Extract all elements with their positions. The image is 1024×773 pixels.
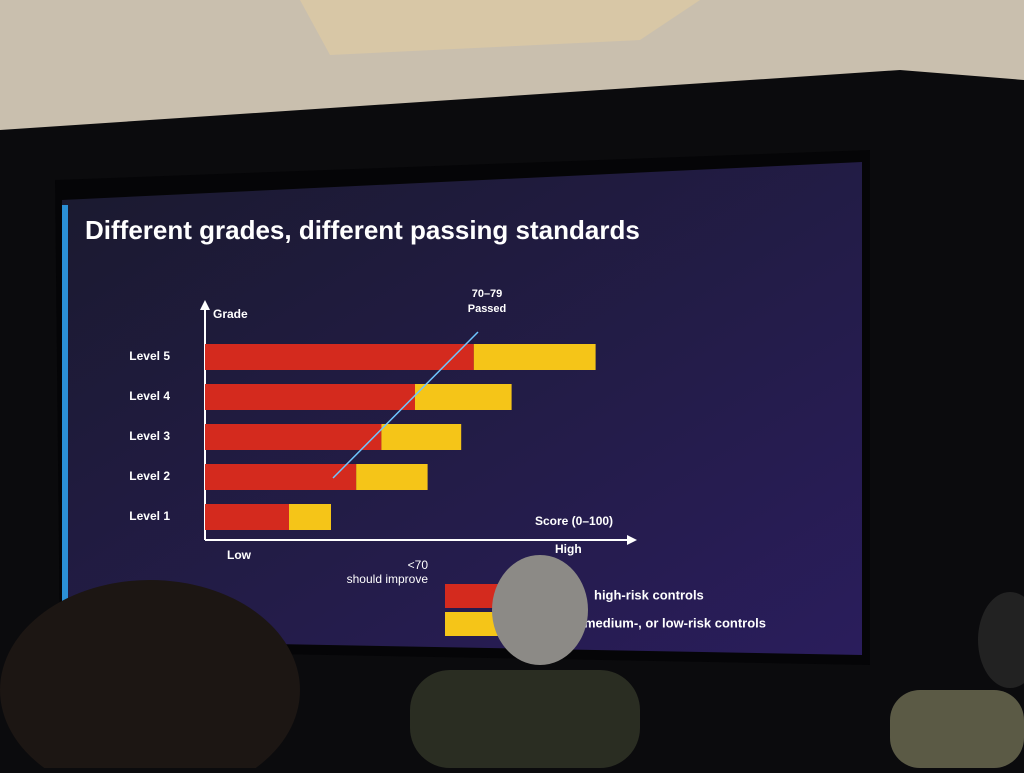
bar-segment	[381, 424, 462, 450]
annotation: 70–79	[472, 288, 503, 300]
bar-segment	[205, 384, 415, 410]
bar-segment	[473, 344, 596, 370]
legend-note: should improve	[347, 572, 429, 586]
y-tick-label: Level 1	[129, 509, 170, 523]
audience-head	[978, 592, 1024, 688]
legend-swatch	[445, 612, 500, 636]
bar-segment	[289, 504, 331, 530]
passing-line	[332, 331, 479, 479]
y-tick-label: Level 3	[129, 429, 170, 443]
audience-head	[492, 555, 588, 665]
legend-note: <70	[408, 558, 429, 572]
ceiling-panel	[300, 0, 700, 55]
bar-segment	[356, 464, 428, 490]
bar-segment	[205, 424, 382, 450]
y-axis-label: Grade	[213, 307, 248, 321]
bar-segment	[205, 504, 289, 530]
slide-title: Different grades, different passing stan…	[85, 215, 640, 245]
legend-label: medium-, or low-risk controls	[584, 615, 766, 630]
y-tick-label: Level 4	[129, 389, 170, 403]
y-axis-arrow	[200, 300, 210, 310]
slide-accent	[62, 205, 68, 615]
audience-body	[890, 690, 1024, 768]
bar-segment	[415, 384, 512, 410]
audience-body	[410, 670, 640, 768]
legend-swatch	[445, 584, 500, 608]
bar-segment	[205, 464, 357, 490]
ceiling	[0, 0, 1024, 130]
audience-head	[0, 580, 300, 773]
x-axis-label: Score (0–100)	[535, 514, 613, 528]
x-axis-arrow	[627, 535, 637, 545]
legend-label: high-risk controls	[594, 587, 704, 602]
y-tick-label: Level 5	[129, 349, 170, 363]
x-high-label: High	[555, 542, 582, 556]
x-low-label: Low	[227, 548, 252, 562]
y-tick-label: Level 2	[129, 469, 170, 483]
chart: Grade Score (0–100) Low High Level 1 Level 2 L…	[129, 288, 766, 636]
bar-segment	[205, 344, 474, 370]
annotation: Passed	[468, 303, 507, 315]
